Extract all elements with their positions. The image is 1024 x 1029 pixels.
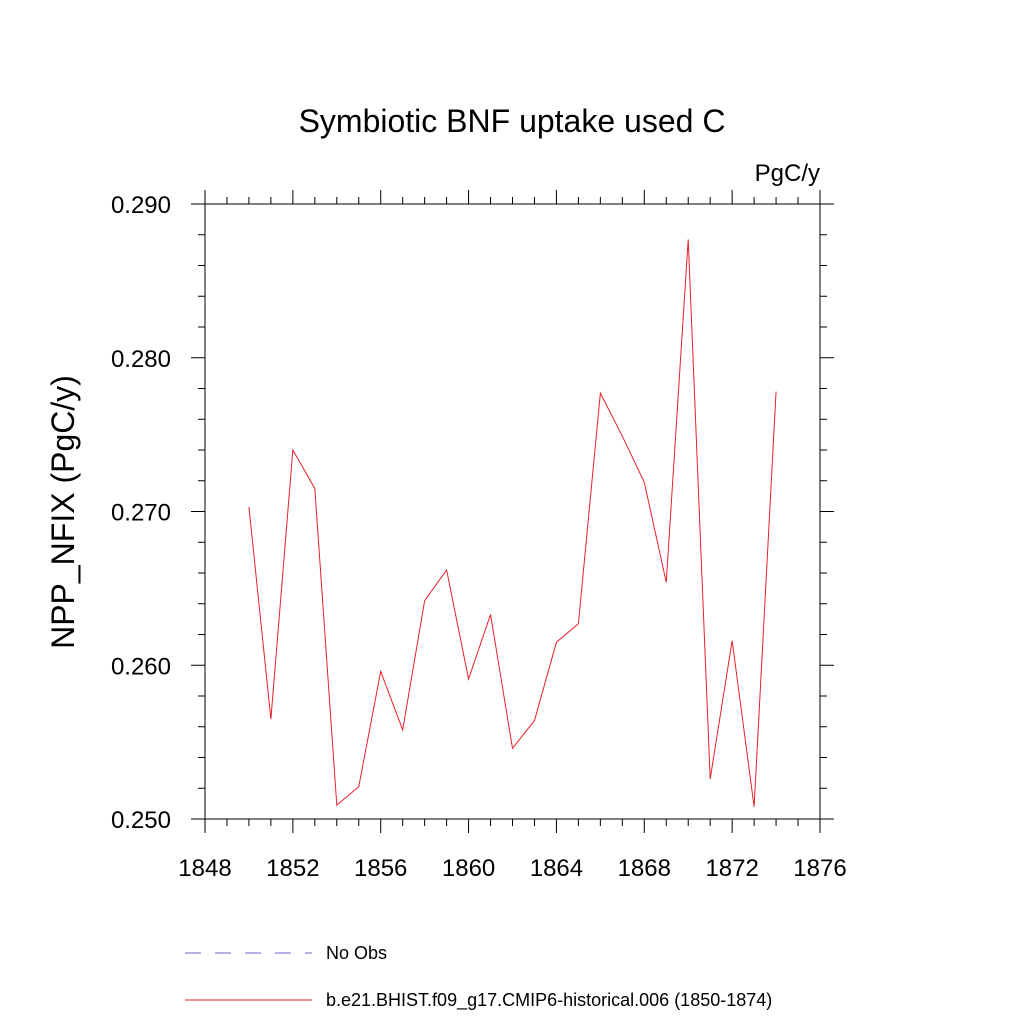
x-tick-label: 1864 [530,855,583,882]
y-tick-label: 0.290 [111,192,171,219]
y-tick-label: 0.270 [111,500,171,527]
x-tick-label: 1876 [793,855,846,882]
x-tick-label: 1872 [705,855,758,882]
y-axis-label: NPP_NFIX (PgC/y) [45,375,81,649]
y-tick-label: 0.260 [111,653,171,680]
series-layer [248,239,777,807]
chart-title: Symbiotic BNF uptake used C [299,103,726,139]
major-ticks [191,190,834,833]
x-tick-label: 1848 [178,855,231,882]
x-tick-label: 1868 [618,855,671,882]
plot-frame [204,203,821,820]
x-tick-label: 1860 [442,855,495,882]
x-tick-labels: 1848 1852 1856 1860 1864 1868 1872 1876 [178,855,846,882]
y-tick-label: 0.280 [111,346,171,373]
x-tick-label: 1856 [354,855,407,882]
minor-ticks [198,197,827,826]
series-line [248,239,777,807]
x-tick-label: 1852 [266,855,319,882]
legend: No Obs b.e21.BHIST.f09_g17.CMIP6-historic… [185,943,772,1011]
y-tick-label: 0.250 [111,807,171,834]
units-label: PgC/y [755,160,820,187]
legend-label: b.e21.BHIST.f09_g17.CMIP6-historical.006… [326,990,772,1011]
legend-label: No Obs [326,943,387,963]
y-tick-labels: 0.250 0.260 0.270 0.280 0.290 [111,192,171,834]
